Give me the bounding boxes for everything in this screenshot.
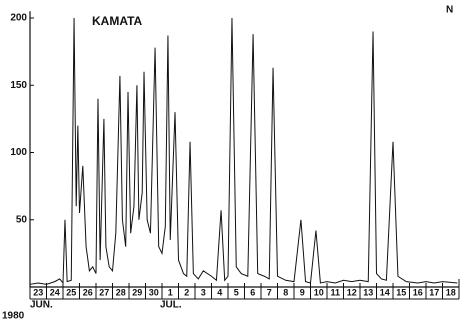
x-tick-label: 9 — [300, 287, 305, 297]
x-tick-label: 12 — [347, 287, 357, 297]
x-tick-label: 15 — [396, 287, 406, 297]
x-tick-label: 16 — [413, 287, 423, 297]
month-label: JUL. — [160, 300, 182, 311]
x-tick-label: 1 — [168, 287, 173, 297]
x-tick-label: 29 — [132, 287, 142, 297]
y-tick-label: 150 — [10, 80, 27, 91]
x-tick-label: 6 — [250, 287, 255, 297]
x-tick-label: 13 — [363, 287, 373, 297]
x-tick-label: 24 — [50, 287, 60, 297]
x-tick-label: 23 — [33, 287, 43, 297]
x-tick-label: 27 — [99, 287, 109, 297]
x-tick-label: 17 — [429, 287, 439, 297]
chart-title: KAMATA — [92, 14, 143, 28]
data-line — [29, 17, 458, 285]
x-tick-label: 3 — [201, 287, 206, 297]
x-tick-label: 10 — [314, 287, 324, 297]
x-tick-label: 11 — [330, 287, 340, 297]
x-tick-label: 25 — [66, 287, 76, 297]
y-tick-label: 50 — [16, 214, 28, 225]
x-tick-label: 8 — [283, 287, 288, 297]
y-tick-label: 200 — [10, 13, 27, 24]
x-tick-label: 4 — [217, 287, 222, 297]
x-tick-label: 2 — [184, 287, 189, 297]
year-label: 1980 — [2, 311, 25, 322]
x-tick-label: 30 — [149, 287, 159, 297]
x-tick-label: 5 — [234, 287, 239, 297]
x-tick-label: 7 — [267, 287, 272, 297]
y-axis-label: N — [446, 5, 453, 16]
x-tick-label: 14 — [380, 287, 390, 297]
x-tick-label: 28 — [116, 287, 126, 297]
month-label: JUN. — [30, 300, 53, 311]
y-tick-label: 100 — [10, 147, 27, 158]
x-tick-label: 26 — [83, 287, 93, 297]
x-tick-label: 18 — [446, 287, 456, 297]
